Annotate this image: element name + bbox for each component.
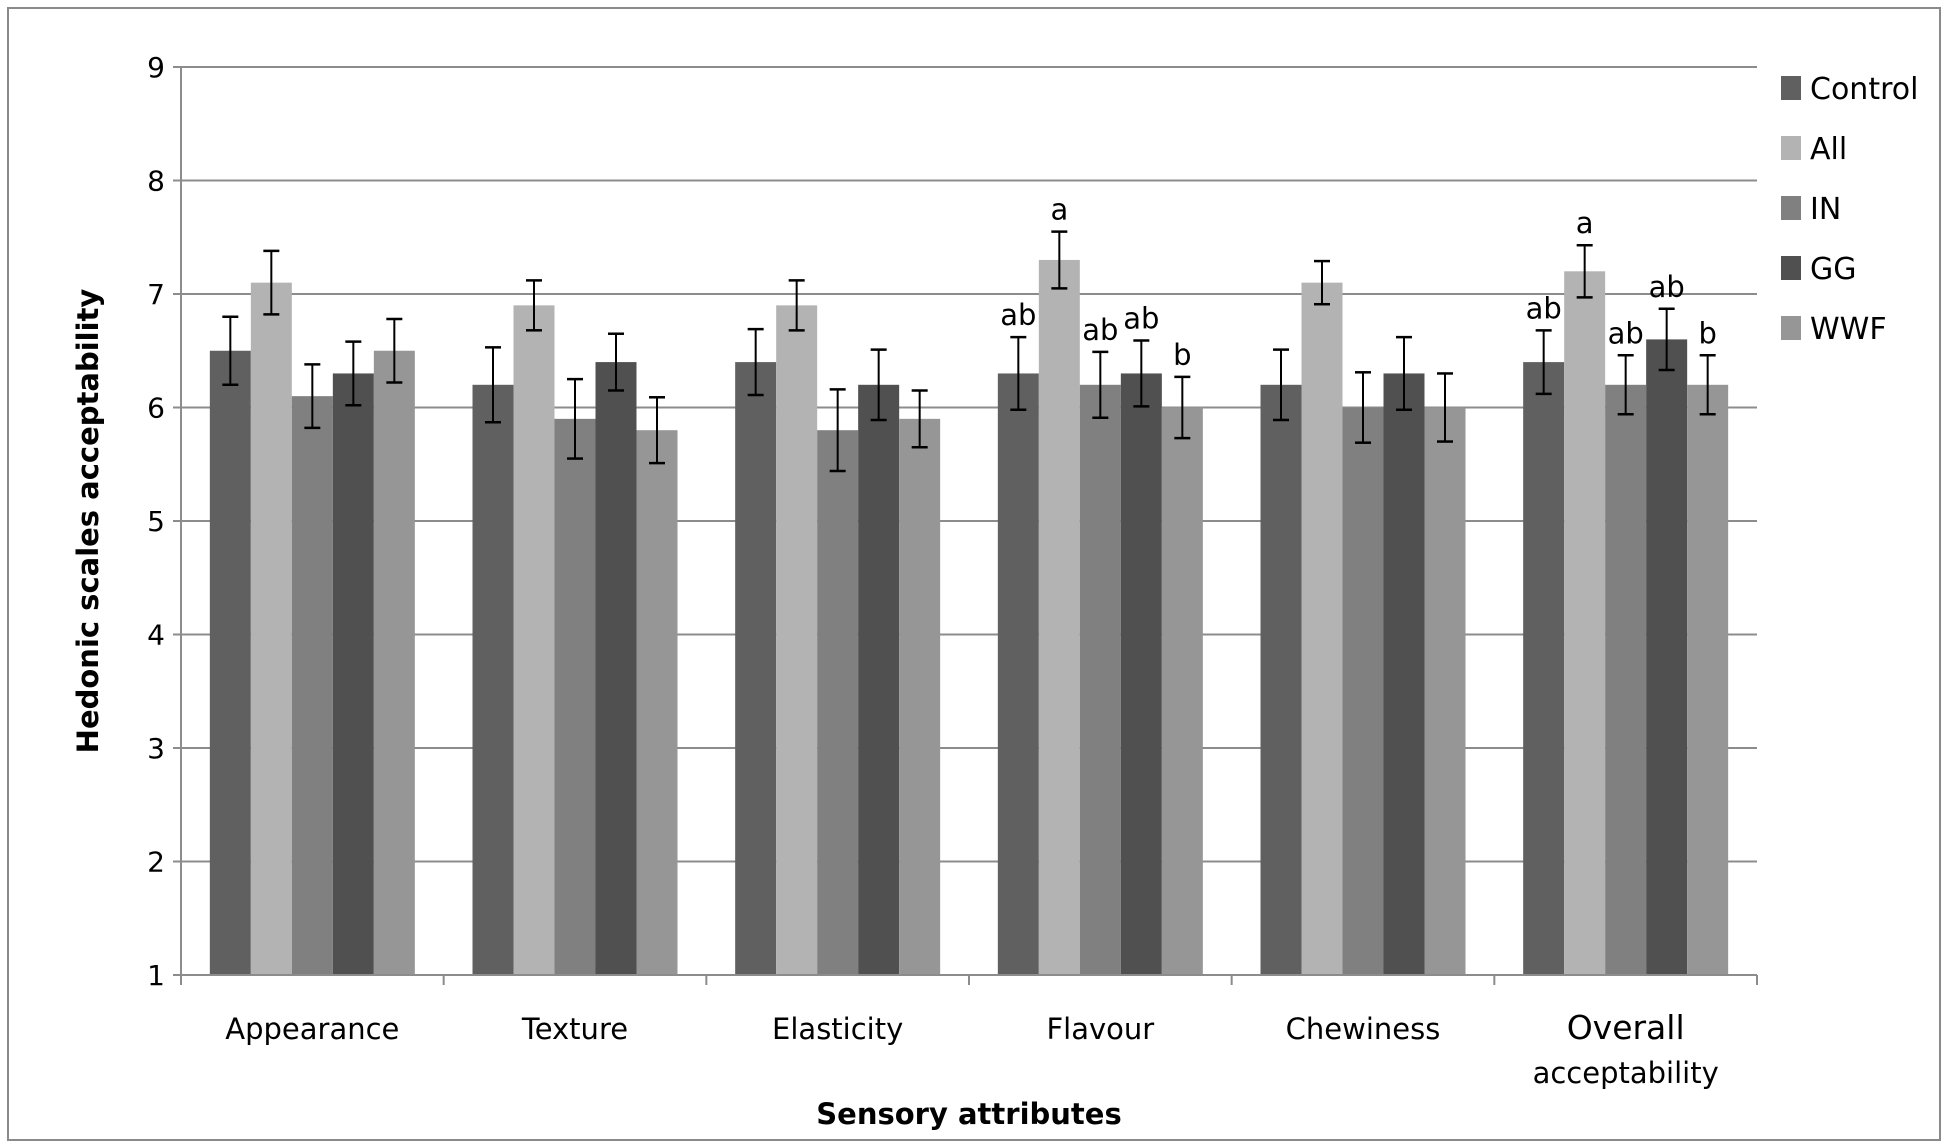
bar-in bbox=[554, 418, 596, 976]
x-tick-label: Chewiness bbox=[1286, 1012, 1441, 1046]
y-tick-label: 7 bbox=[147, 278, 165, 311]
bar-wwf bbox=[1161, 407, 1203, 975]
significance-label: a bbox=[1050, 193, 1068, 227]
significance-label: b bbox=[1698, 316, 1716, 350]
gridlines bbox=[181, 66, 1757, 863]
significance-label: ab bbox=[1082, 313, 1118, 347]
bar-gg bbox=[1383, 373, 1425, 975]
bar-wwf bbox=[373, 350, 415, 975]
x-tick-label: Texture bbox=[521, 1012, 628, 1046]
significance-label: ab bbox=[1526, 291, 1562, 325]
legend: Control All IN GG WWF bbox=[1781, 72, 1918, 347]
bar-control bbox=[1523, 362, 1565, 976]
bar-gg bbox=[595, 362, 637, 976]
bar-in bbox=[291, 396, 333, 975]
bar-wwf bbox=[1424, 407, 1466, 975]
bar-all bbox=[250, 282, 292, 975]
bar-control bbox=[997, 373, 1039, 975]
legend-swatch bbox=[1781, 136, 1801, 160]
bar-wwf bbox=[636, 430, 678, 975]
bar-wwf bbox=[899, 418, 941, 976]
legend-swatch bbox=[1781, 76, 1801, 100]
x-tick-label: Appearance bbox=[225, 1012, 399, 1046]
significance-label: ab bbox=[1608, 316, 1644, 350]
bar-all bbox=[776, 305, 818, 976]
bar-all bbox=[1564, 271, 1606, 975]
y-tick-label: 6 bbox=[147, 392, 165, 425]
bar-all bbox=[513, 305, 555, 976]
legend-label: All bbox=[1810, 132, 1847, 167]
y-axis-label: Hedonic scales acceptability bbox=[71, 289, 105, 754]
bar-in bbox=[1342, 407, 1384, 975]
bar-gg bbox=[332, 373, 374, 975]
significance-label: a bbox=[1576, 206, 1594, 240]
legend-swatch bbox=[1781, 316, 1801, 340]
axes: 1 2 3 4 5 6 7 8 9 Appearance Texture Elasticity Flav… bbox=[147, 51, 1758, 1090]
bar-in bbox=[1079, 384, 1121, 975]
x-tick-label: acceptability bbox=[1533, 1056, 1719, 1090]
legend-label: WWF bbox=[1810, 312, 1887, 347]
y-tick-label: 9 bbox=[147, 51, 165, 84]
y-tick-label: 4 bbox=[147, 619, 165, 652]
significance-label: b bbox=[1173, 338, 1191, 372]
bar-wwf bbox=[1687, 384, 1729, 975]
x-tick-label: Elasticity bbox=[772, 1012, 903, 1046]
y-tick-label: 5 bbox=[147, 505, 165, 538]
legend-label: GG bbox=[1810, 252, 1857, 287]
legend-label: IN bbox=[1810, 192, 1841, 227]
y-tick-label: 3 bbox=[147, 732, 165, 765]
y-tick-label: 1 bbox=[147, 959, 165, 992]
significance-label: ab bbox=[1649, 270, 1685, 304]
significance-label: ab bbox=[1000, 298, 1036, 332]
bar-control bbox=[209, 350, 251, 975]
bar-in bbox=[1605, 384, 1647, 975]
bar-all bbox=[1301, 282, 1343, 975]
bar-gg bbox=[1120, 373, 1162, 975]
bar-gg bbox=[858, 384, 900, 975]
significance-label: ab bbox=[1123, 302, 1159, 336]
bar-in bbox=[817, 430, 859, 975]
legend-swatch bbox=[1781, 256, 1801, 280]
x-tick-label: Flavour bbox=[1046, 1012, 1154, 1046]
x-tick-label: Overall bbox=[1567, 1008, 1685, 1047]
y-tick-label: 8 bbox=[147, 165, 165, 198]
x-axis-label: Sensory attributes bbox=[816, 1097, 1121, 1131]
bar-all bbox=[1038, 259, 1080, 975]
bar-control bbox=[472, 384, 514, 975]
legend-label: Control bbox=[1810, 72, 1918, 107]
legend-swatch bbox=[1781, 196, 1801, 220]
bar-gg bbox=[1646, 339, 1688, 975]
bar-control bbox=[735, 362, 777, 976]
y-tick-label: 2 bbox=[147, 846, 165, 879]
bar-control bbox=[1260, 384, 1302, 975]
